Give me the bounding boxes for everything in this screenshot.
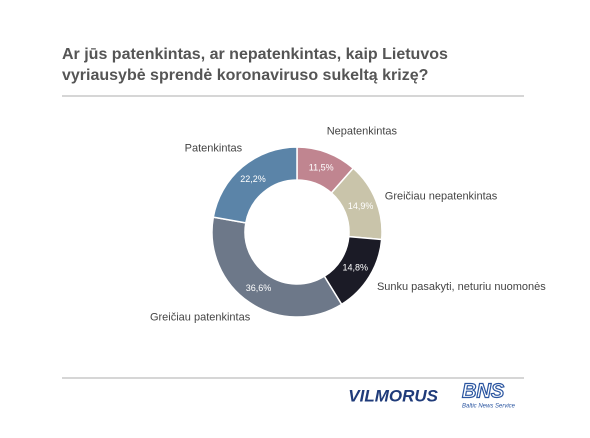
value-label: 14,9% xyxy=(348,201,374,211)
category-label: Patenkintas xyxy=(185,142,243,154)
logo-vilmorus: VILMORUS xyxy=(348,386,438,405)
value-label: 22,2% xyxy=(240,174,266,184)
donut-slice xyxy=(211,216,343,318)
category-label: Greičiau patenkintas xyxy=(150,311,251,323)
donut-slice xyxy=(212,146,298,224)
category-label: Sunku pasakyti, neturiu nuomonės xyxy=(377,281,546,293)
value-label: 36,6% xyxy=(246,283,272,293)
logo-bns: BNS xyxy=(462,380,505,402)
value-label: 14,8% xyxy=(343,262,369,272)
value-label: 11,5% xyxy=(309,162,334,172)
title-box: Ar jūs patenkintas, ar nepatenkintas, ka… xyxy=(62,46,448,84)
category-label: Greičiau nepatenkintas xyxy=(385,190,498,202)
logo-bns-sub: Baltic News Service xyxy=(462,404,516,410)
category-label: Nepatenkintas xyxy=(327,125,398,137)
chart-title: Ar jūs patenkintas, ar nepatenkintas, ka… xyxy=(62,46,448,84)
